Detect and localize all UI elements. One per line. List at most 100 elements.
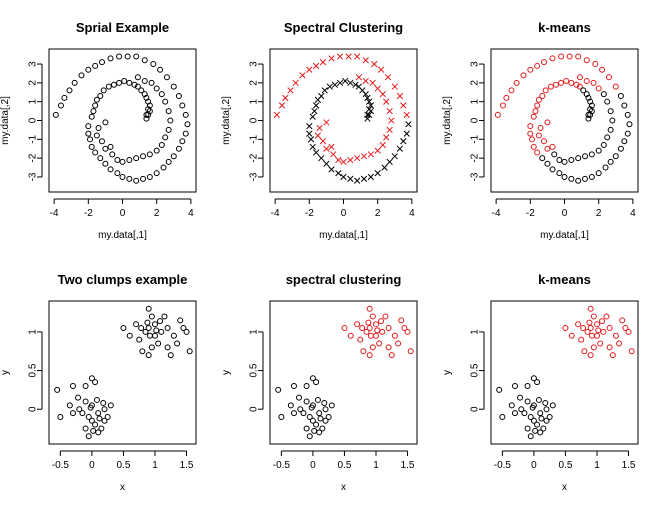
data-point bbox=[629, 349, 634, 354]
data-point bbox=[187, 349, 192, 354]
data-point bbox=[79, 73, 84, 78]
data-point bbox=[185, 122, 190, 127]
data-point bbox=[625, 112, 630, 117]
data-point bbox=[146, 306, 151, 311]
y-tick-label: 0 bbox=[28, 117, 39, 123]
data-point bbox=[142, 58, 147, 63]
data-point bbox=[576, 156, 581, 161]
data-point bbox=[329, 56, 335, 62]
data-point bbox=[304, 384, 309, 389]
data-point bbox=[125, 54, 130, 59]
data-point bbox=[500, 414, 505, 419]
data-point bbox=[397, 146, 403, 152]
data-point bbox=[569, 158, 574, 163]
data-point bbox=[348, 176, 354, 182]
x-axis-label: my.data[,1] bbox=[319, 230, 368, 241]
data-point bbox=[154, 86, 159, 91]
data-point bbox=[528, 434, 533, 439]
data-point bbox=[291, 411, 296, 416]
data-point bbox=[98, 156, 103, 161]
data-point bbox=[304, 426, 309, 431]
data-point bbox=[583, 176, 588, 181]
data-point bbox=[330, 152, 336, 158]
y-tick-label: -1 bbox=[249, 134, 260, 143]
data-point bbox=[165, 345, 170, 350]
data-point bbox=[387, 127, 393, 133]
data-point bbox=[594, 322, 599, 327]
data-point bbox=[88, 137, 93, 142]
data-point bbox=[623, 326, 628, 331]
data-point bbox=[596, 328, 601, 333]
data-point bbox=[605, 99, 610, 104]
data-point bbox=[392, 84, 398, 90]
data-point bbox=[322, 88, 328, 94]
data-point bbox=[536, 97, 541, 102]
data-point bbox=[383, 99, 389, 105]
data-point bbox=[318, 416, 323, 421]
data-point bbox=[399, 318, 404, 323]
y-tick-label: 1 bbox=[470, 98, 481, 104]
data-point bbox=[589, 174, 594, 179]
data-point bbox=[175, 341, 180, 346]
data-point bbox=[569, 80, 574, 85]
data-point bbox=[368, 152, 374, 158]
data-point bbox=[355, 322, 360, 327]
data-point bbox=[102, 407, 107, 412]
data-point bbox=[543, 401, 548, 406]
panel-5: spectral clustering-0.5 0 0.5 1 1.5x00.51y bbox=[221, 272, 417, 493]
data-point bbox=[97, 416, 102, 421]
data-point bbox=[83, 399, 88, 404]
data-point bbox=[62, 95, 67, 100]
series-2 bbox=[540, 88, 632, 183]
data-point bbox=[617, 341, 622, 346]
data-point bbox=[337, 80, 343, 86]
data-point bbox=[310, 114, 316, 120]
data-point bbox=[579, 337, 584, 342]
x-tick-label: 1.5 bbox=[401, 460, 415, 471]
data-point bbox=[610, 118, 615, 123]
data-point bbox=[544, 418, 549, 423]
data-point bbox=[535, 150, 540, 155]
y-tick-label: -3 bbox=[28, 172, 39, 181]
x-tick-label: 0 bbox=[89, 460, 95, 471]
data-point bbox=[528, 124, 533, 129]
data-point bbox=[589, 333, 594, 338]
data-point bbox=[408, 349, 413, 354]
data-point bbox=[618, 94, 623, 99]
data-point bbox=[370, 314, 375, 319]
data-point bbox=[608, 127, 613, 132]
x-tick-label: 0 bbox=[120, 208, 126, 219]
x-tick-label: 0 bbox=[310, 460, 316, 471]
data-point bbox=[594, 333, 599, 338]
data-point bbox=[166, 127, 171, 132]
data-point bbox=[620, 318, 625, 323]
data-point bbox=[389, 118, 395, 124]
data-point bbox=[127, 158, 132, 163]
data-point bbox=[146, 353, 151, 358]
data-point bbox=[180, 103, 185, 108]
series-2 bbox=[274, 54, 410, 165]
y-tick-label: 2 bbox=[28, 80, 39, 86]
data-point bbox=[99, 139, 104, 144]
data-point bbox=[93, 422, 98, 427]
data-point bbox=[360, 326, 365, 331]
data-point bbox=[603, 165, 608, 170]
y-tick-label: -2 bbox=[470, 153, 481, 162]
data-point bbox=[163, 99, 168, 104]
data-point bbox=[117, 80, 122, 85]
data-point bbox=[183, 112, 188, 117]
y-axis-label: y bbox=[0, 370, 11, 375]
data-point bbox=[497, 387, 502, 392]
data-point bbox=[541, 139, 546, 144]
data-point bbox=[134, 322, 139, 327]
data-point bbox=[370, 345, 375, 350]
data-point bbox=[613, 84, 618, 89]
data-point bbox=[387, 159, 393, 165]
x-tick-label: 4 bbox=[188, 208, 194, 219]
data-point bbox=[622, 103, 627, 108]
data-point bbox=[143, 329, 148, 334]
data-point bbox=[600, 319, 605, 324]
data-point bbox=[559, 54, 564, 59]
data-point bbox=[531, 114, 536, 119]
data-point bbox=[368, 333, 373, 338]
